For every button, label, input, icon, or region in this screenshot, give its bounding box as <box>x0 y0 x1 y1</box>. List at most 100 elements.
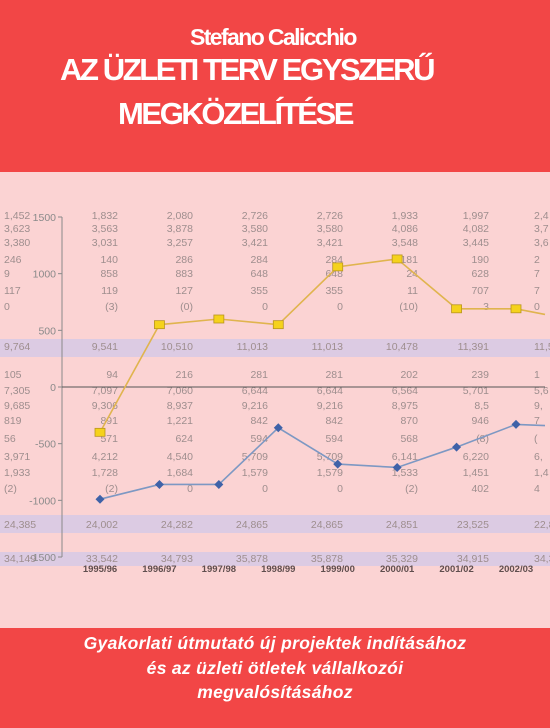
data-point <box>451 304 462 314</box>
table-cell: 1,933 <box>392 210 418 222</box>
table-cell: 568 <box>400 433 418 445</box>
table-cell: 7 <box>534 268 540 280</box>
table-cell: 624 <box>175 433 193 445</box>
x-tick-label: 1996/97 <box>142 564 176 575</box>
table-cell: 202 <box>400 369 418 381</box>
data-point <box>333 459 343 469</box>
table-cell: 11,391 <box>458 341 489 353</box>
table-cell: 6,220 <box>463 451 489 463</box>
table-cell: 11,013 <box>312 341 343 353</box>
table-cell: 8,975 <box>392 400 418 412</box>
book-title-line-2: MEGKÖZELÍTÉSE <box>118 96 354 131</box>
x-tick-label: 1999/00 <box>321 564 355 575</box>
table-cell: 246 <box>4 254 22 266</box>
table-cell: 0 <box>187 483 193 495</box>
table-cell: 140 <box>100 254 118 266</box>
table-cell: 9,306 <box>92 400 118 412</box>
table-cell: 5,709 <box>242 451 268 463</box>
table-cell: 0 <box>262 301 268 313</box>
table-cell: 5,6 <box>534 385 549 397</box>
table-cell: 11 <box>407 285 418 297</box>
table-cell: ( <box>534 433 538 445</box>
subtitle-line-2: és az üzleti ötletek vállalkozói <box>146 657 404 678</box>
table-cell: 883 <box>175 268 193 280</box>
y-tick-label: -1000 <box>29 495 56 507</box>
table-cell: 7,097 <box>92 385 118 397</box>
table-cell: 2,726 <box>242 210 268 222</box>
table-cell: 594 <box>325 433 343 445</box>
table-cell: 23,525 <box>457 519 489 531</box>
table-cell: 355 <box>325 285 343 297</box>
table-cell: (0) <box>180 301 193 313</box>
table-cell: 1,728 <box>92 467 118 479</box>
table-cell: 105 <box>4 369 22 381</box>
table-cell: 10,510 <box>161 341 193 353</box>
y-tick-label: 1000 <box>33 269 57 281</box>
table-cell: 2,4 <box>534 210 549 222</box>
table-cell: 3,6 <box>534 237 549 249</box>
table-cell: 2,726 <box>317 210 343 222</box>
table-cell: 3,580 <box>317 223 343 235</box>
table-cell: 707 <box>471 285 489 297</box>
table-cell: 7 <box>534 415 540 427</box>
table-cell: 24,282 <box>161 519 193 531</box>
table-cell: 1,579 <box>317 467 343 479</box>
table-cell: 24,865 <box>236 519 268 531</box>
table-cell: 127 <box>175 285 193 297</box>
x-tick-label: 1997/98 <box>202 564 236 575</box>
data-point <box>154 320 165 330</box>
table-cell: 281 <box>325 369 343 381</box>
table-cell: 11,013 <box>237 341 268 353</box>
data-point <box>273 423 283 433</box>
table-cell: 8,937 <box>167 400 193 412</box>
table-cell: 4,212 <box>92 451 118 463</box>
cover-footer <box>0 628 550 728</box>
book-title-line-1: AZ ÜZLETI TERV EGYSZERŰ <box>60 52 435 87</box>
table-cell: 819 <box>4 415 22 427</box>
data-point <box>392 462 402 472</box>
table-cell: 4,540 <box>167 451 193 463</box>
table-cell: 4,086 <box>392 223 418 235</box>
table-cell: 181 <box>400 254 418 266</box>
table-cell: 402 <box>471 483 489 495</box>
table-cell: 286 <box>175 254 193 266</box>
table-cell: (10) <box>399 301 418 313</box>
y-tick-label: -1500 <box>29 552 56 564</box>
book-title: AZ ÜZLETI TERV EGYSZERŰ MEGKÖZELÍTÉSE <box>60 48 540 136</box>
table-cell: 1,579 <box>242 467 268 479</box>
data-point <box>332 262 344 272</box>
subtotal-band-1 <box>0 339 550 357</box>
x-tick-label: 2002/03 <box>499 564 533 575</box>
subtitle-line-3: megvalósításához <box>197 682 353 702</box>
data-point <box>510 304 522 314</box>
table-cell: 3,623 <box>4 223 30 235</box>
table-cell: 117 <box>4 285 21 297</box>
table-cell: 1 <box>534 369 540 381</box>
table-cell: 1,684 <box>167 467 193 479</box>
x-tick-label: 2000/01 <box>380 564 415 575</box>
table-cell: 3,445 <box>463 237 489 249</box>
author-name: Stefano Calicchio <box>190 24 357 50</box>
table-cell: 34,149 <box>4 553 36 565</box>
table-cell: 34,3 <box>534 553 550 565</box>
data-point <box>272 320 284 330</box>
table-cell: 3,971 <box>4 451 30 463</box>
table-cell: 119 <box>101 285 118 297</box>
y-tick-label: 500 <box>38 325 56 337</box>
table-cell: 6,644 <box>317 385 343 397</box>
table-cell: 870 <box>400 415 418 427</box>
table-cell: 3,7 <box>534 223 549 235</box>
table-cell: 6, <box>534 451 543 463</box>
data-point <box>94 427 106 437</box>
table-cell: 628 <box>471 268 489 280</box>
table-cell: 3,548 <box>392 237 418 249</box>
table-cell: 4 <box>534 483 540 495</box>
table-cell: 1,221 <box>167 415 193 427</box>
table-cell: 22,8 <box>534 519 550 531</box>
table-cell: 5,709 <box>317 451 343 463</box>
subtotal-band-2 <box>0 515 550 533</box>
table-cell: 3,878 <box>167 223 193 235</box>
table-cell: 7,305 <box>4 385 30 397</box>
data-point <box>154 479 164 489</box>
table-cell: 6,644 <box>242 385 268 397</box>
